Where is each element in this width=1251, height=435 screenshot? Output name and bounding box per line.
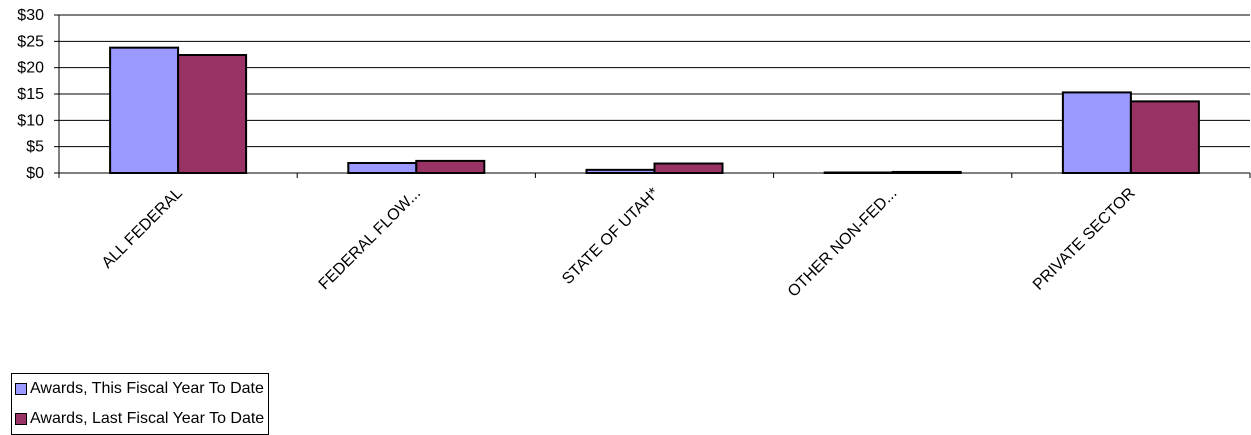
legend-swatch-last-year (15, 413, 27, 425)
y-tick-label: $5 (26, 139, 44, 156)
x-tick-label: ALL FEDERAL (99, 185, 186, 272)
bar (1129, 100, 1200, 174)
y-tick-label: $0 (26, 165, 44, 182)
legend-swatch-this-year (15, 383, 27, 395)
legend-entry-this-year: Awards, This Fiscal Year To Date (12, 374, 268, 404)
legend-label-last-year: Awards, Last Fiscal Year To Date (30, 410, 265, 427)
bar-chart: $0 $5 $10 $15 $20 $25 $30 ALL FEDERAL FEDERAL FL… (17, 7, 1251, 301)
x-tick-label: PRIVATE SECTOR (1030, 185, 1139, 294)
bar (415, 159, 486, 175)
y-tick-label: $15 (17, 86, 44, 103)
bar (653, 162, 724, 175)
bar (585, 168, 656, 174)
bar (823, 171, 894, 174)
y-tick-label: $25 (17, 33, 44, 50)
legend-entry-last-year: Awards, Last Fiscal Year To Date (12, 404, 268, 434)
bar (347, 161, 418, 174)
y-tick-label: $10 (17, 112, 44, 129)
x-tick-label: FEDERAL FLOW... (316, 185, 424, 293)
legend: Awards, This Fiscal Year To Date Awards,… (11, 373, 270, 435)
y-tick-label: $20 (17, 60, 44, 77)
bar (891, 170, 962, 175)
bar (1061, 91, 1132, 174)
y-tick-label: $30 (17, 7, 44, 24)
bar (177, 54, 248, 174)
legend-label-this-year: Awards, This Fiscal Year To Date (30, 380, 264, 397)
x-tick-label: STATE OF UTAH* (559, 185, 662, 288)
bar (109, 46, 180, 174)
x-tick-label: OTHER NON-FED... (785, 185, 901, 301)
